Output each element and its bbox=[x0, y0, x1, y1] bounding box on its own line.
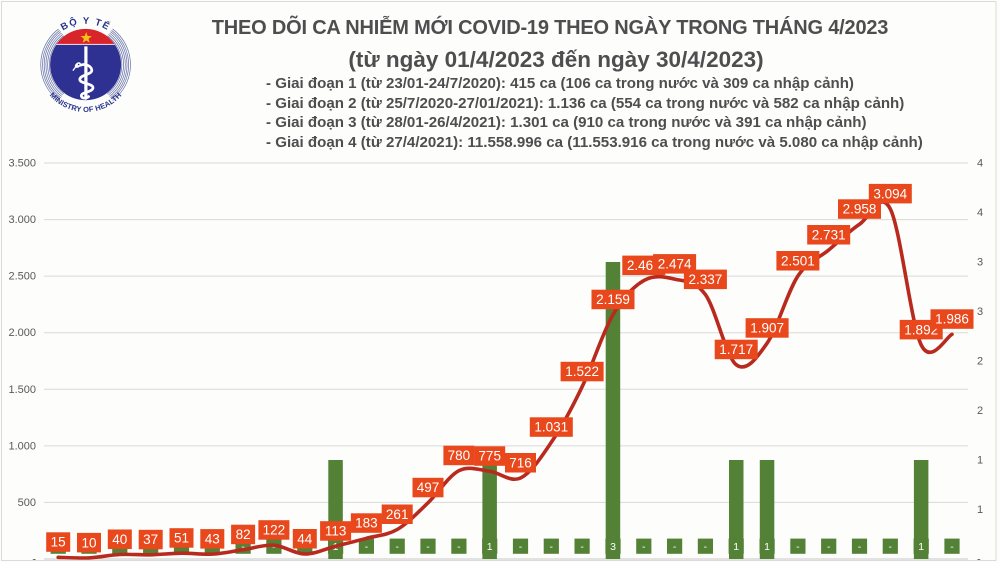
svg-text:-: - bbox=[977, 554, 981, 562]
svg-text:-: - bbox=[858, 541, 862, 553]
svg-text:780: 780 bbox=[448, 448, 471, 463]
svg-text:122: 122 bbox=[263, 523, 286, 538]
svg-text:-: - bbox=[642, 541, 646, 553]
svg-text:-: - bbox=[457, 541, 461, 553]
svg-text:-: - bbox=[426, 541, 430, 553]
svg-text:-: - bbox=[673, 541, 677, 553]
svg-text:1: 1 bbox=[487, 541, 493, 553]
svg-text:497: 497 bbox=[417, 480, 440, 495]
svg-text:716: 716 bbox=[509, 455, 532, 470]
svg-text:-: - bbox=[550, 541, 554, 553]
svg-text:1.986: 1.986 bbox=[935, 312, 969, 327]
svg-text:-: - bbox=[950, 541, 954, 553]
svg-text:-: - bbox=[889, 541, 893, 553]
svg-text:4: 4 bbox=[977, 158, 983, 170]
svg-text:51: 51 bbox=[174, 531, 189, 546]
svg-text:1.892: 1.892 bbox=[904, 322, 938, 337]
svg-text:2.501: 2.501 bbox=[781, 253, 815, 268]
svg-text:1: 1 bbox=[977, 504, 983, 516]
svg-text:-: - bbox=[519, 541, 523, 553]
svg-text:3.094: 3.094 bbox=[873, 186, 907, 201]
svg-text:10: 10 bbox=[81, 535, 96, 550]
svg-text:2.000: 2.000 bbox=[8, 327, 36, 339]
svg-text:-: - bbox=[272, 541, 276, 553]
svg-text:2.474: 2.474 bbox=[658, 257, 692, 272]
svg-text:2.337: 2.337 bbox=[689, 272, 723, 287]
svg-text:2.159: 2.159 bbox=[596, 292, 630, 307]
svg-text:2: 2 bbox=[977, 356, 983, 368]
svg-text:-: - bbox=[704, 541, 708, 553]
svg-text:1: 1 bbox=[918, 541, 924, 553]
svg-text:1.522: 1.522 bbox=[565, 364, 599, 379]
svg-text:-: - bbox=[365, 541, 369, 553]
svg-text:1.907: 1.907 bbox=[750, 321, 784, 336]
svg-text:1: 1 bbox=[733, 541, 739, 553]
svg-text:-: - bbox=[827, 541, 831, 553]
svg-text:261: 261 bbox=[386, 507, 409, 522]
svg-text:82: 82 bbox=[236, 527, 251, 542]
svg-text:43: 43 bbox=[205, 532, 220, 547]
svg-text:1: 1 bbox=[764, 541, 770, 553]
svg-text:3: 3 bbox=[977, 257, 983, 269]
svg-text:1.500: 1.500 bbox=[8, 384, 36, 396]
svg-text:40: 40 bbox=[112, 532, 127, 547]
svg-text:-: - bbox=[241, 541, 245, 553]
svg-text:500: 500 bbox=[18, 497, 36, 509]
svg-text:2.731: 2.731 bbox=[812, 227, 846, 242]
svg-text:3.500: 3.500 bbox=[8, 158, 36, 170]
svg-text:1.717: 1.717 bbox=[719, 342, 753, 357]
svg-text:3: 3 bbox=[977, 306, 983, 318]
svg-text:4: 4 bbox=[977, 207, 983, 219]
svg-text:2.500: 2.500 bbox=[8, 271, 36, 283]
svg-text:2.461: 2.461 bbox=[627, 258, 661, 273]
svg-text:113: 113 bbox=[325, 524, 347, 539]
svg-text:2.958: 2.958 bbox=[843, 202, 877, 217]
svg-text:-: - bbox=[32, 554, 36, 562]
svg-text:-: - bbox=[796, 541, 800, 553]
svg-text:2: 2 bbox=[977, 405, 983, 417]
svg-text:183: 183 bbox=[355, 516, 378, 531]
svg-text:37: 37 bbox=[143, 532, 158, 547]
svg-text:1: 1 bbox=[977, 455, 983, 467]
svg-text:3.000: 3.000 bbox=[8, 214, 36, 226]
svg-text:1.000: 1.000 bbox=[8, 440, 36, 452]
svg-text:-: - bbox=[580, 541, 584, 553]
svg-text:BỘ Y TẾ: BỘ Y TẾ bbox=[59, 16, 112, 34]
svg-text:44: 44 bbox=[297, 531, 313, 546]
svg-text:775: 775 bbox=[478, 449, 501, 464]
svg-text:-: - bbox=[395, 541, 399, 553]
svg-text:3: 3 bbox=[610, 541, 616, 553]
svg-text:1.031: 1.031 bbox=[534, 420, 568, 435]
svg-text:15: 15 bbox=[51, 535, 66, 550]
